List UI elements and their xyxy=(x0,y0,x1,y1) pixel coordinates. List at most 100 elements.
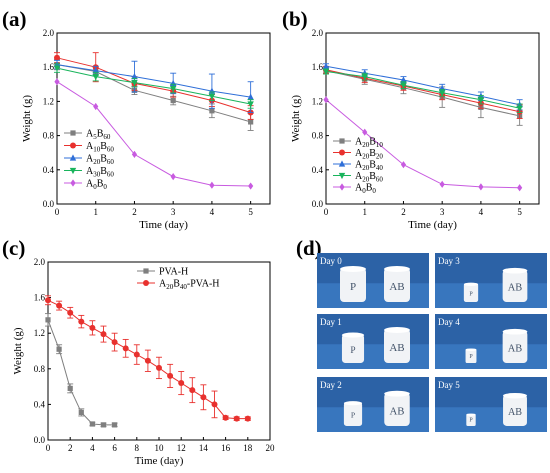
data-point xyxy=(170,97,176,104)
legend-marker xyxy=(339,138,345,144)
legend-label: PVA-H xyxy=(159,267,188,278)
data-point xyxy=(247,101,254,108)
photo-tile: Day 3 P AB xyxy=(435,253,547,308)
data-point xyxy=(361,74,368,81)
x-tick-label: 0 xyxy=(324,207,329,217)
panel-label-c: (c) xyxy=(2,236,25,260)
legend-label: A20B60 xyxy=(355,171,383,184)
x-tick-label: 10 xyxy=(155,443,165,453)
data-point xyxy=(89,421,95,427)
y-tick-label: 0.8 xyxy=(34,364,46,374)
data-point xyxy=(244,415,251,422)
panel-label-b: (b) xyxy=(282,7,308,31)
series-a0b0 xyxy=(323,96,523,192)
sample-top xyxy=(466,413,476,416)
data-point xyxy=(208,93,216,100)
series-line xyxy=(56,81,251,187)
legend-marker xyxy=(69,167,77,175)
sample-top xyxy=(502,267,528,274)
x-tick-label: 20 xyxy=(266,443,276,453)
series-pva-h xyxy=(45,313,118,428)
x-tick-label: 18 xyxy=(243,443,253,453)
data-point xyxy=(200,394,207,401)
photo-surface xyxy=(435,407,547,432)
chart-panel-b: 0.0 0.4 0.8 1.2 1.6 2.0 0 1 2 3 4 5 Time (day) Weight… xyxy=(290,28,540,231)
data-point xyxy=(54,54,60,61)
hydrogel-sample xyxy=(384,392,410,426)
sample-letter: AB xyxy=(508,283,523,294)
data-point xyxy=(233,415,240,422)
legend-marker xyxy=(70,142,76,149)
sample-pva-h: P xyxy=(466,413,476,426)
y-tick-label: 0.0 xyxy=(312,199,324,209)
chart-panel-a: 0.0 0.4 0.8 1.2 1.6 2.0 0 1 2 3 4 5 Time (day) Weight… xyxy=(21,28,271,231)
hydrogel-sample xyxy=(340,268,366,302)
hydrogel-sample xyxy=(466,413,476,426)
sample-letter: P xyxy=(350,346,355,356)
sample-letter: AB xyxy=(389,281,404,293)
sample-letter: AB xyxy=(508,344,523,355)
sample-ab-pva-h: AB xyxy=(384,266,410,302)
y-tick-label: 0.8 xyxy=(312,131,324,141)
data-point xyxy=(122,345,129,352)
y-axis-label: Weight (g) xyxy=(12,327,24,374)
sample-letter: AB xyxy=(390,405,405,417)
legend-label: A30B60 xyxy=(86,166,114,179)
legend-marker xyxy=(70,179,76,187)
data-point xyxy=(189,387,196,394)
x-tick-label: 2 xyxy=(401,207,406,217)
data-point xyxy=(248,182,254,190)
y-tick-label: 1.6 xyxy=(312,62,324,72)
legend-marker xyxy=(143,280,149,286)
data-point xyxy=(169,85,177,93)
y-tick-label: 1.6 xyxy=(43,62,55,72)
sample-ab-pva-h: AB xyxy=(384,327,410,363)
x-tick-label: 4 xyxy=(479,207,484,217)
data-point xyxy=(323,96,329,104)
hydrogel-sample xyxy=(463,283,479,302)
photo-tile: Day 1 P AB xyxy=(317,314,429,369)
hydrogel-sample xyxy=(384,268,410,302)
data-point xyxy=(400,161,407,169)
sample-top xyxy=(465,348,477,351)
sample-ab-pva-h: AB xyxy=(502,267,528,302)
legend-marker xyxy=(143,268,149,274)
sample-top xyxy=(502,328,528,335)
sample-letter: P xyxy=(350,281,356,293)
data-point xyxy=(517,184,523,192)
x-tick-label: 2 xyxy=(68,443,73,453)
sample-pva-h: P xyxy=(340,266,366,302)
data-point xyxy=(400,76,407,83)
data-point xyxy=(92,67,99,74)
series-line xyxy=(325,70,520,117)
data-point xyxy=(322,68,330,76)
photo-surface xyxy=(317,344,429,369)
sample-pva-h: P xyxy=(341,332,365,363)
photo-tile: Day 2 P AB xyxy=(317,377,429,432)
data-point xyxy=(144,357,151,364)
data-point xyxy=(209,108,215,114)
photo-surface xyxy=(317,283,429,308)
sample-letter: P xyxy=(351,411,355,420)
data-point xyxy=(222,414,229,421)
data-point xyxy=(131,150,138,159)
series-line xyxy=(56,64,251,98)
y-tick-label: 0.0 xyxy=(43,199,55,209)
series-a0b0 xyxy=(54,78,254,190)
y-tick-label: 1.2 xyxy=(34,328,45,338)
data-point xyxy=(89,324,96,331)
legend-label: A20B40 xyxy=(355,160,383,173)
data-point xyxy=(45,297,51,304)
x-tick-label: 5 xyxy=(517,207,522,217)
x-tick-label: 1 xyxy=(93,207,98,217)
sample-top xyxy=(340,266,366,272)
data-point xyxy=(112,422,118,428)
y-tick-label: 0.4 xyxy=(43,165,55,175)
sample-letter: P xyxy=(469,418,473,424)
data-point xyxy=(156,364,162,371)
data-point xyxy=(322,62,330,69)
data-point xyxy=(248,119,254,125)
x-tick-label: 5 xyxy=(248,207,253,217)
